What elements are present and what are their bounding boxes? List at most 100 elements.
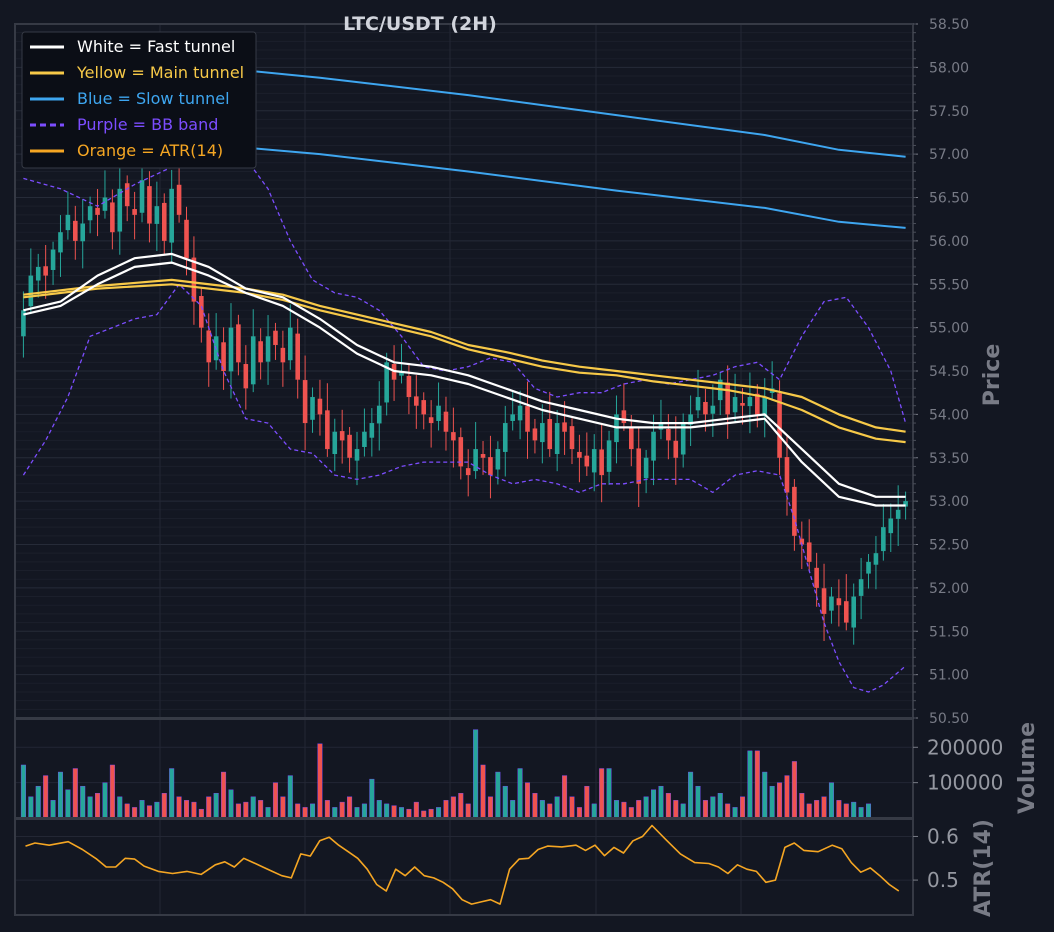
candle-body <box>443 411 449 432</box>
candle-body <box>80 223 86 242</box>
volume-bar <box>517 768 523 819</box>
candle-body <box>287 327 293 361</box>
volume-bar <box>176 796 182 819</box>
candle-body <box>95 207 100 215</box>
volume-bar <box>799 793 805 819</box>
candle-body <box>87 206 93 221</box>
axis-ticks: 50.50 51.00 51.50 52.00 52.50 53.00 53.50 54.00… <box>913 17 1003 892</box>
candle-body <box>695 397 701 411</box>
candle-body <box>666 429 671 441</box>
volume-bar <box>821 796 827 819</box>
candle-body <box>280 347 286 363</box>
volume-bar <box>562 775 568 819</box>
volume-bar <box>221 771 227 819</box>
candle-body <box>517 405 523 421</box>
candle-body <box>273 330 278 345</box>
volume-bar <box>806 803 812 819</box>
volume-bar <box>576 807 582 819</box>
legend-item-fast: White = Fast tunnel <box>30 37 235 56</box>
candle-body <box>554 423 560 455</box>
candle-body <box>895 509 901 519</box>
candle-body <box>73 220 78 241</box>
volume-bar <box>102 782 108 819</box>
volume-bar <box>525 782 531 819</box>
candle-body <box>710 405 716 414</box>
atr-axis-label: ATR(14) <box>971 819 996 917</box>
volume-bar <box>547 803 553 819</box>
candle-body <box>510 414 515 421</box>
price-tick-label: 57.00 <box>929 147 969 163</box>
volume-bar <box>139 800 145 819</box>
candle-body <box>43 266 48 276</box>
candle-body <box>399 371 404 376</box>
candle-body <box>362 431 367 447</box>
candle-body <box>814 567 819 588</box>
candle-body <box>236 324 241 363</box>
candle-body <box>888 518 894 534</box>
volume-bar <box>95 793 101 819</box>
candle-body <box>176 184 182 215</box>
candle-body <box>473 449 478 472</box>
price-axis-label: Price <box>980 344 1005 406</box>
candle-body <box>547 419 553 450</box>
volume-bar <box>72 768 78 819</box>
volume-bar <box>384 803 390 819</box>
candle-body <box>354 449 360 461</box>
volume-bar <box>280 796 286 819</box>
price-tick-label: 57.50 <box>929 104 969 120</box>
volume-bar <box>317 743 323 819</box>
candle-body <box>755 393 760 415</box>
candle-body <box>806 542 812 562</box>
volume-bar <box>117 796 123 819</box>
volume-bar <box>769 785 775 819</box>
candle-body <box>680 423 686 455</box>
candle-body <box>102 197 108 211</box>
price-tick-label: 55.50 <box>929 277 969 293</box>
legend-item-bb: Purple = BB band <box>30 115 218 134</box>
candle-body <box>866 561 871 574</box>
candle-body <box>621 410 627 424</box>
volume-bar <box>458 793 464 819</box>
volume-bar <box>272 782 278 819</box>
volume-bar <box>599 768 605 819</box>
volume-bar <box>621 801 627 819</box>
candle-body <box>161 202 167 241</box>
legend-label-main: Yellow = Main tunnel <box>76 63 244 82</box>
candle-body <box>532 428 538 441</box>
candle-body <box>591 449 597 473</box>
volume-bar <box>436 807 442 819</box>
price-layer <box>21 44 908 693</box>
candle-body <box>873 553 879 565</box>
volume-bar <box>206 796 212 819</box>
legend-item-atr: Orange = ATR(14) <box>30 141 223 160</box>
atr-line <box>25 824 900 905</box>
volume-bar <box>539 800 545 819</box>
candle-body <box>829 596 834 611</box>
volume-bar <box>495 771 501 819</box>
candle-body <box>821 588 827 614</box>
legend-item-main: Yellow = Main tunnel <box>30 63 244 82</box>
price-tick-label: 55.00 <box>929 321 969 337</box>
candle-body <box>732 397 738 413</box>
candle-body <box>339 431 345 441</box>
volume-bar <box>473 729 479 819</box>
candle-body <box>851 596 856 628</box>
volume-bar <box>132 807 138 819</box>
volume-bar <box>851 801 857 819</box>
price-tick-label: 54.00 <box>929 407 969 423</box>
candle-body <box>584 455 590 467</box>
volume-bar <box>510 800 516 819</box>
candle-body <box>628 427 634 450</box>
volume-bar <box>747 750 753 819</box>
volume-bar <box>109 764 115 819</box>
candle-body <box>428 417 434 424</box>
price-tick-label: 58.50 <box>929 17 969 33</box>
price-tick-label: 53.50 <box>929 451 969 467</box>
candle-body <box>414 396 419 406</box>
volume-bar <box>250 796 256 819</box>
candle-body <box>762 397 768 417</box>
candle-body <box>480 454 486 458</box>
volume-bar <box>191 801 197 819</box>
candle-body <box>258 341 263 363</box>
candle-body <box>169 188 174 243</box>
